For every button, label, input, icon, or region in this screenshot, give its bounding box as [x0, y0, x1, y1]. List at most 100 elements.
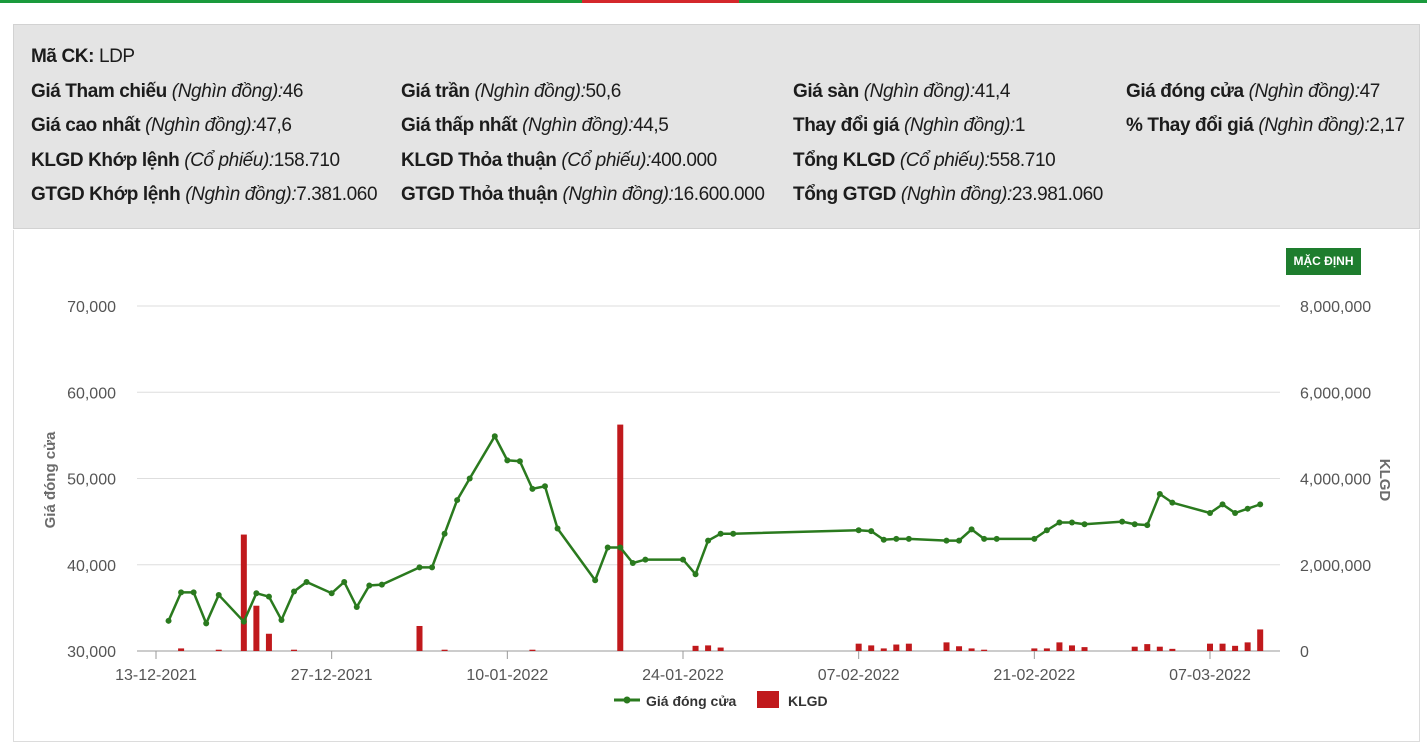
stat-unit: (Nghìn đồng):: [900, 184, 1012, 205]
stock-stats-panel: [13, 24, 1420, 229]
stat-cell: Tổng KLGD (Cổ phiếu):558.710: [793, 150, 1056, 172]
stat-label: Giá cao nhất: [31, 115, 141, 136]
y2-tick-label: 0: [1300, 644, 1309, 661]
price-point: [1257, 501, 1264, 508]
stat-label: Giá Tham chiếu: [31, 81, 167, 102]
price-point: [366, 582, 373, 589]
price-point: [956, 537, 963, 544]
price-point: [1144, 522, 1151, 529]
y-tick-label: 70,000: [67, 299, 116, 316]
y2-axis-label: KLGD: [1376, 459, 1393, 502]
default-view-button[interactable]: MẶC ĐỊNH: [1286, 248, 1361, 275]
stat-cell: Giá Tham chiếu (Nghìn đồng):46: [31, 81, 304, 103]
volume-bar: [705, 645, 712, 651]
price-point: [416, 564, 423, 571]
price-point: [328, 590, 335, 597]
stat-value: 46: [282, 81, 304, 102]
y2-tick-label: 8,000,000: [1300, 299, 1371, 316]
stat-unit: (Nghìn đồng):: [145, 115, 257, 136]
price-point: [378, 581, 385, 588]
price-point: [1131, 521, 1138, 528]
stat-label: Thay đổi giá: [793, 115, 900, 136]
ticker-row: Mã CK: LDP: [31, 46, 135, 68]
stat-label: GTGD Thỏa thuận: [401, 184, 558, 205]
volume-bar: [1031, 648, 1038, 651]
price-point: [1119, 518, 1126, 525]
stat-cell: KLGD Khớp lệnh (Cổ phiếu):158.710: [31, 150, 340, 172]
volume-bar: [178, 648, 185, 651]
stat-label: Tổng KLGD: [793, 150, 895, 171]
price-point: [466, 475, 473, 482]
price-point: [592, 577, 599, 584]
price-point: [629, 560, 636, 567]
stat-unit: (Nghìn đồng):: [1248, 81, 1360, 102]
price-point: [1043, 527, 1050, 534]
stat-value: 44,5: [633, 115, 669, 136]
price-point: [541, 483, 548, 490]
volume-bar: [1144, 644, 1151, 651]
stat-cell: % Thay đổi giá (Nghìn đồng):2,17: [1126, 115, 1405, 137]
stat-unit: (Nghìn đồng):: [562, 184, 674, 205]
price-point: [680, 556, 686, 563]
price-point: [429, 564, 436, 571]
stat-label: % Thay đổi giá: [1126, 115, 1254, 136]
price-point: [516, 458, 523, 465]
price-point: [868, 528, 875, 535]
volume-bar: [265, 633, 272, 651]
price-point: [1068, 519, 1075, 526]
volume-bar: [855, 643, 862, 651]
price-point: [504, 457, 511, 464]
legend-volume-label: KLGD: [788, 693, 828, 709]
price-point: [642, 556, 649, 563]
price-point: [717, 530, 724, 537]
volume-bar: [956, 646, 963, 651]
stat-unit: (Cổ phiếu):: [899, 150, 990, 171]
volume-bar: [1257, 629, 1264, 651]
stat-label: Giá sàn: [793, 81, 859, 102]
stat-value: 1: [1014, 115, 1026, 136]
price-point: [692, 571, 699, 578]
volume-bar: [1081, 647, 1088, 651]
price-point: [855, 527, 862, 534]
price-point: [165, 617, 172, 624]
price-point: [278, 616, 285, 623]
stat-label: Tổng GTGD: [793, 184, 896, 205]
y2-tick-label: 2,000,000: [1300, 558, 1371, 575]
stat-unit: (Cổ phiếu):: [561, 150, 651, 171]
volume-bar: [291, 649, 298, 651]
volume-bar: [1244, 642, 1251, 651]
volume-bar: [968, 648, 975, 651]
stat-label: GTGD Khớp lệnh: [31, 184, 181, 205]
volume-bar: [441, 649, 448, 651]
x-tick-label: 21-02-2022: [993, 667, 1075, 684]
chart-legend: Giá đóng cửa KLGD: [614, 691, 828, 709]
price-point: [617, 544, 624, 551]
volume-bar: [880, 648, 887, 651]
stat-cell: Tổng GTGD (Nghìn đồng):23.981.060: [793, 184, 1103, 206]
stat-unit: (Nghìn đồng):: [522, 115, 634, 136]
stat-label: Giá thấp nhất: [401, 115, 518, 136]
price-point: [905, 535, 912, 542]
price-point: [265, 593, 272, 600]
legend-price-marker: [623, 696, 631, 704]
y-tick-label: 30,000: [67, 644, 116, 661]
stat-cell: KLGD Thỏa thuận (Cổ phiếu):400.000: [401, 150, 717, 172]
volume-bar: [1169, 648, 1176, 651]
y2-tick-label: 4,000,000: [1300, 472, 1371, 489]
price-point: [1031, 535, 1038, 542]
price-point: [705, 537, 712, 544]
price-point: [880, 536, 887, 543]
price-point: [968, 526, 975, 533]
legend-volume-swatch: [757, 691, 779, 708]
volume-bar: [1232, 645, 1239, 651]
stat-value: 2,17: [1369, 115, 1405, 136]
stat-value: 23.981.060: [1011, 184, 1103, 205]
y-tick-label: 50,000: [67, 472, 116, 489]
stat-cell: Giá cao nhất (Nghìn đồng):47,6: [31, 115, 292, 137]
price-point: [1207, 510, 1213, 516]
stat-value: 47,6: [256, 115, 292, 136]
price-point: [1056, 519, 1063, 526]
volume-bar: [692, 645, 699, 651]
x-tick-label: 13-12-2021: [115, 667, 197, 684]
stat-value: 558.710: [989, 150, 1056, 171]
